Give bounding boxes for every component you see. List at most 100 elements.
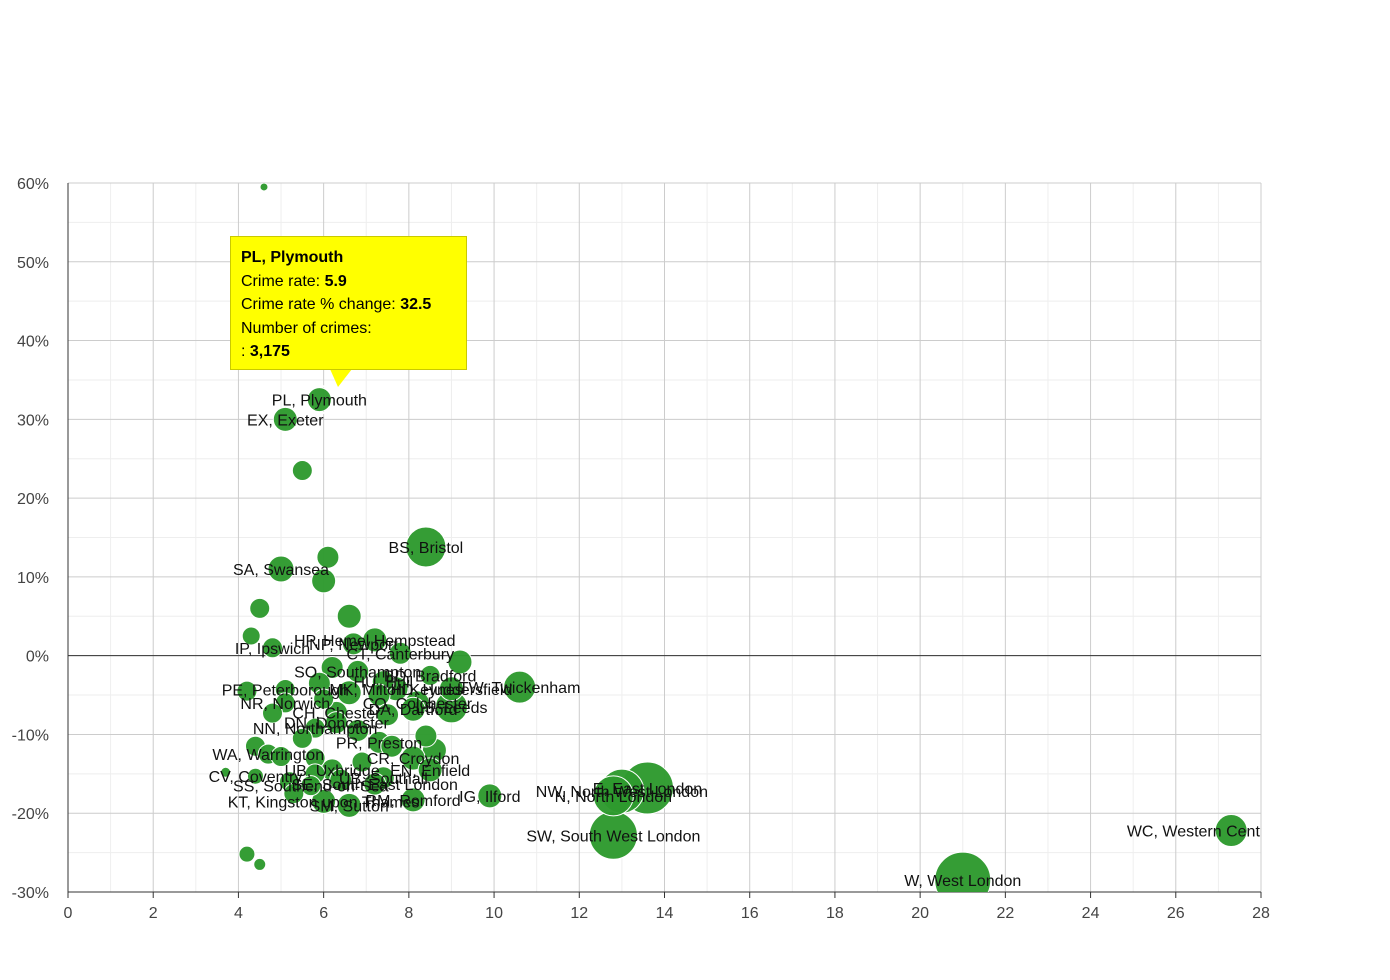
bubble-point[interactable]	[220, 766, 232, 778]
bubble-point[interactable]	[351, 751, 373, 773]
bubble-point[interactable]	[400, 787, 426, 813]
bubble-label: W, West London	[904, 873, 1021, 890]
bubble-point[interactable]	[316, 545, 340, 569]
x-tick-label: 2	[149, 905, 158, 922]
bubble-label: TW, Twickenham	[459, 680, 581, 697]
bubble-point[interactable]	[306, 387, 332, 413]
bubble-labels: PL, Plymouth EX, Exeter BS, Bristol SA, Swa…	[209, 393, 1261, 891]
x-tick-label: 4	[234, 905, 243, 922]
bubble-point[interactable]	[592, 775, 634, 817]
x-tick-label: 22	[996, 905, 1014, 922]
bubble-point[interactable]	[311, 568, 337, 594]
y-tick-label: 10%	[17, 570, 49, 587]
bubble-point[interactable]	[417, 757, 443, 783]
bubble-point[interactable]	[380, 734, 404, 758]
y-tick-label: 0%	[26, 649, 49, 666]
bubble-point[interactable]	[313, 688, 335, 710]
bubble-label: SA, Swansea	[233, 562, 329, 579]
bubble-label: SO, Southampton	[294, 664, 421, 681]
bubble-label: IP, Ipswich	[235, 641, 310, 658]
tooltip-count-label: Number of crimes:	[241, 319, 372, 337]
bubble-label: DA, Dartford	[369, 702, 458, 719]
bubble-label: HD, Huddersfield	[391, 682, 513, 699]
bubble-point[interactable]	[419, 664, 441, 686]
bubble-point[interactable]	[291, 460, 313, 482]
bubble-point[interactable]	[388, 641, 412, 665]
bubble-point[interactable]	[336, 680, 362, 706]
bubble-point[interactable]	[246, 767, 264, 785]
bubble-point[interactable]	[414, 724, 438, 748]
bubble-point[interactable]	[272, 406, 298, 432]
bubble-label: PE, Peterborough	[222, 683, 349, 700]
x-tick-label: 10	[485, 905, 503, 922]
bubble-point[interactable]	[267, 555, 295, 583]
y-tick-label: 50%	[17, 255, 49, 272]
bubble-label: SS, Southend-on-Sea	[233, 779, 389, 796]
y-tick-label: -20%	[12, 806, 49, 823]
bubble-label: RM, Romford	[366, 793, 461, 810]
bubble-point[interactable]	[249, 597, 271, 619]
bubble-point[interactable]	[291, 727, 313, 749]
bubble-point[interactable]	[253, 857, 267, 871]
bubble-label: CT, Canterbury	[347, 646, 455, 663]
bubble-point[interactable]	[300, 775, 322, 797]
bubble-point[interactable]	[341, 632, 365, 656]
bubble-point[interactable]	[447, 649, 473, 675]
bubble-label: LS, Leeds	[415, 700, 487, 717]
bubble-point[interactable]	[336, 792, 362, 818]
x-tick-label: 0	[64, 905, 73, 922]
bubble-point[interactable]	[336, 603, 362, 629]
x-tick-label: 12	[570, 905, 588, 922]
bubble-label: CV, Coventry	[209, 769, 303, 786]
bubble-point[interactable]	[283, 783, 305, 805]
bubble-label: SE, South East London	[292, 777, 458, 794]
tooltip-title: PL, Plymouth	[241, 249, 344, 266]
y-axis-ticks: 60% 50% 40% 30% 20% 10% 0% -10% -20% -30%	[12, 176, 49, 902]
bubble-point[interactable]	[346, 659, 370, 683]
bubble-point[interactable]	[363, 772, 387, 796]
bubble-point[interactable]	[503, 670, 537, 704]
bubble-point[interactable]	[311, 788, 337, 814]
bubble-point[interactable]	[376, 703, 400, 727]
x-axis-ticks: 0 2 4 6 8 10 12 14 16 18 20 22 24 26 28	[64, 892, 1270, 922]
bubble-point[interactable]	[259, 183, 269, 192]
tooltip-count-prefix: :	[241, 343, 246, 360]
bubble-point[interactable]	[262, 637, 284, 659]
bubble-point[interactable]	[324, 711, 348, 735]
x-tick-label: 16	[741, 905, 759, 922]
x-tick-label: 20	[911, 905, 929, 922]
x-tick-label: 14	[656, 905, 674, 922]
bubble-label: PR, Preston	[336, 735, 422, 752]
tooltip-crime-rate-label: Crime rate:	[241, 272, 321, 290]
bubble-point[interactable]	[934, 851, 992, 908]
tooltip-pointer	[330, 369, 352, 387]
bubble-point[interactable]	[262, 702, 284, 724]
bubble-point[interactable]	[1214, 814, 1248, 848]
bubble-label: IG, Ilford	[459, 789, 520, 806]
bubble-label: SW, South West London	[526, 828, 700, 845]
y-tick-label: 60%	[17, 176, 49, 193]
bubble-point[interactable]	[238, 845, 256, 863]
bubble-point[interactable]	[241, 626, 261, 646]
bubble-point[interactable]	[270, 746, 292, 768]
bubble-label: CH, Chester	[292, 705, 381, 722]
bubble-point[interactable]	[236, 680, 258, 702]
y-tick-label: 40%	[17, 334, 49, 351]
bubble-point[interactable]	[346, 719, 370, 743]
bubble-point[interactable]	[320, 655, 344, 679]
x-tick-label: 24	[1082, 905, 1100, 922]
hover-highlight-ring	[304, 384, 335, 415]
bubble-point[interactable]	[438, 676, 464, 702]
bubble-point[interactable]	[329, 768, 353, 792]
bubble-label: NP, Newport	[309, 637, 398, 654]
bubble-point[interactable]	[405, 526, 447, 568]
y-tick-label: -30%	[12, 885, 49, 902]
tooltip-change-value: 32.5	[400, 296, 432, 313]
bubble-point[interactable]	[477, 783, 503, 809]
bubble-label: CO, Colchester	[363, 696, 473, 713]
bubble-series	[220, 183, 1248, 908]
bubble-point[interactable]	[400, 696, 426, 722]
bubble-label: BD, Bradford	[384, 668, 476, 685]
bubble-point[interactable]	[367, 683, 391, 707]
hover-tooltip: PL, Plymouth Crime rate: 5.9 Crime rate …	[230, 236, 467, 370]
